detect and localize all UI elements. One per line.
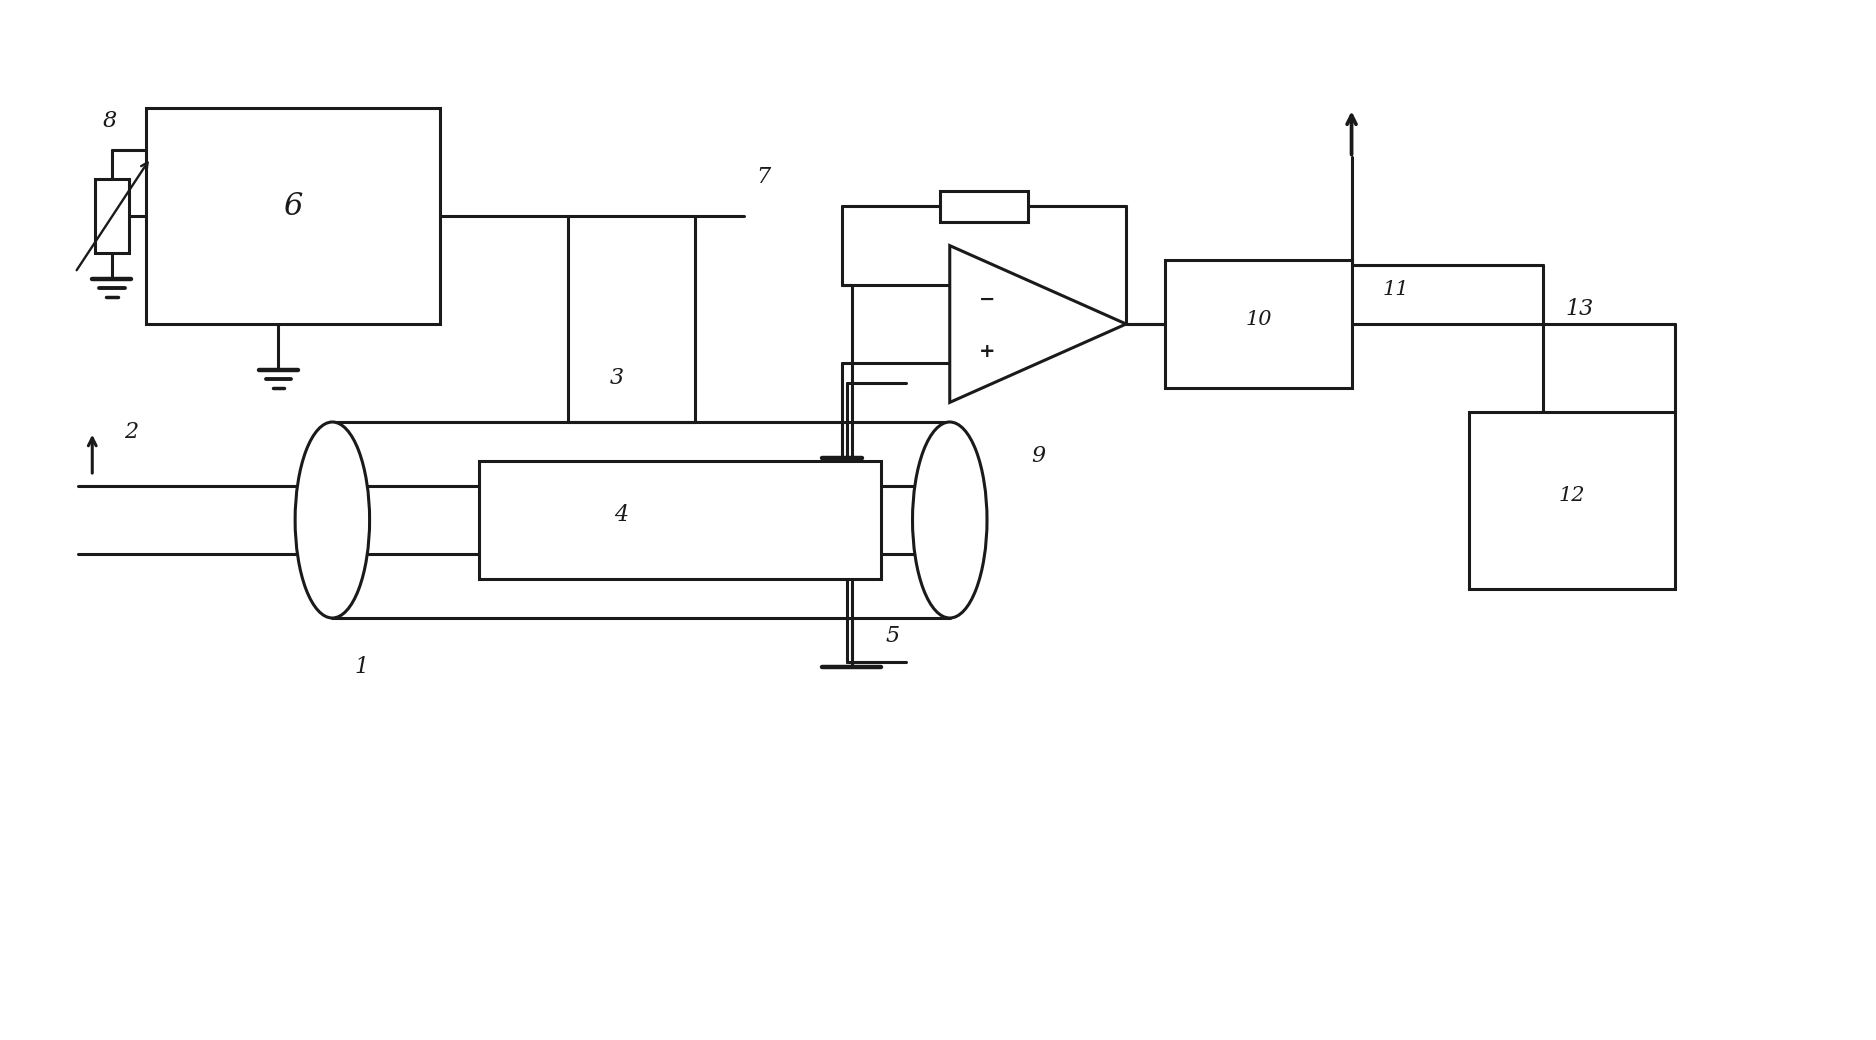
Text: 10: 10 (1246, 310, 1272, 329)
Text: 6: 6 (283, 191, 302, 222)
Text: 2: 2 (124, 421, 139, 443)
Ellipse shape (912, 422, 987, 618)
Text: 7: 7 (756, 166, 771, 188)
Text: 1: 1 (355, 656, 370, 678)
Text: 3: 3 (610, 367, 623, 389)
Bar (1165, 260, 1351, 388)
Text: 11: 11 (1383, 280, 1409, 300)
Text: −: − (979, 290, 994, 309)
Bar (480, 461, 882, 579)
Text: 12: 12 (1559, 486, 1585, 505)
Bar (146, 108, 441, 324)
Text: 9: 9 (1032, 445, 1045, 467)
Text: 5: 5 (885, 625, 900, 647)
Ellipse shape (295, 422, 370, 618)
Bar (940, 190, 1028, 223)
Text: 4: 4 (615, 504, 628, 526)
Text: +: + (979, 342, 996, 361)
Text: 8: 8 (103, 109, 116, 132)
Text: 13: 13 (1566, 298, 1595, 320)
Bar (1469, 412, 1675, 589)
Bar (94, 180, 129, 253)
Polygon shape (949, 245, 1126, 402)
